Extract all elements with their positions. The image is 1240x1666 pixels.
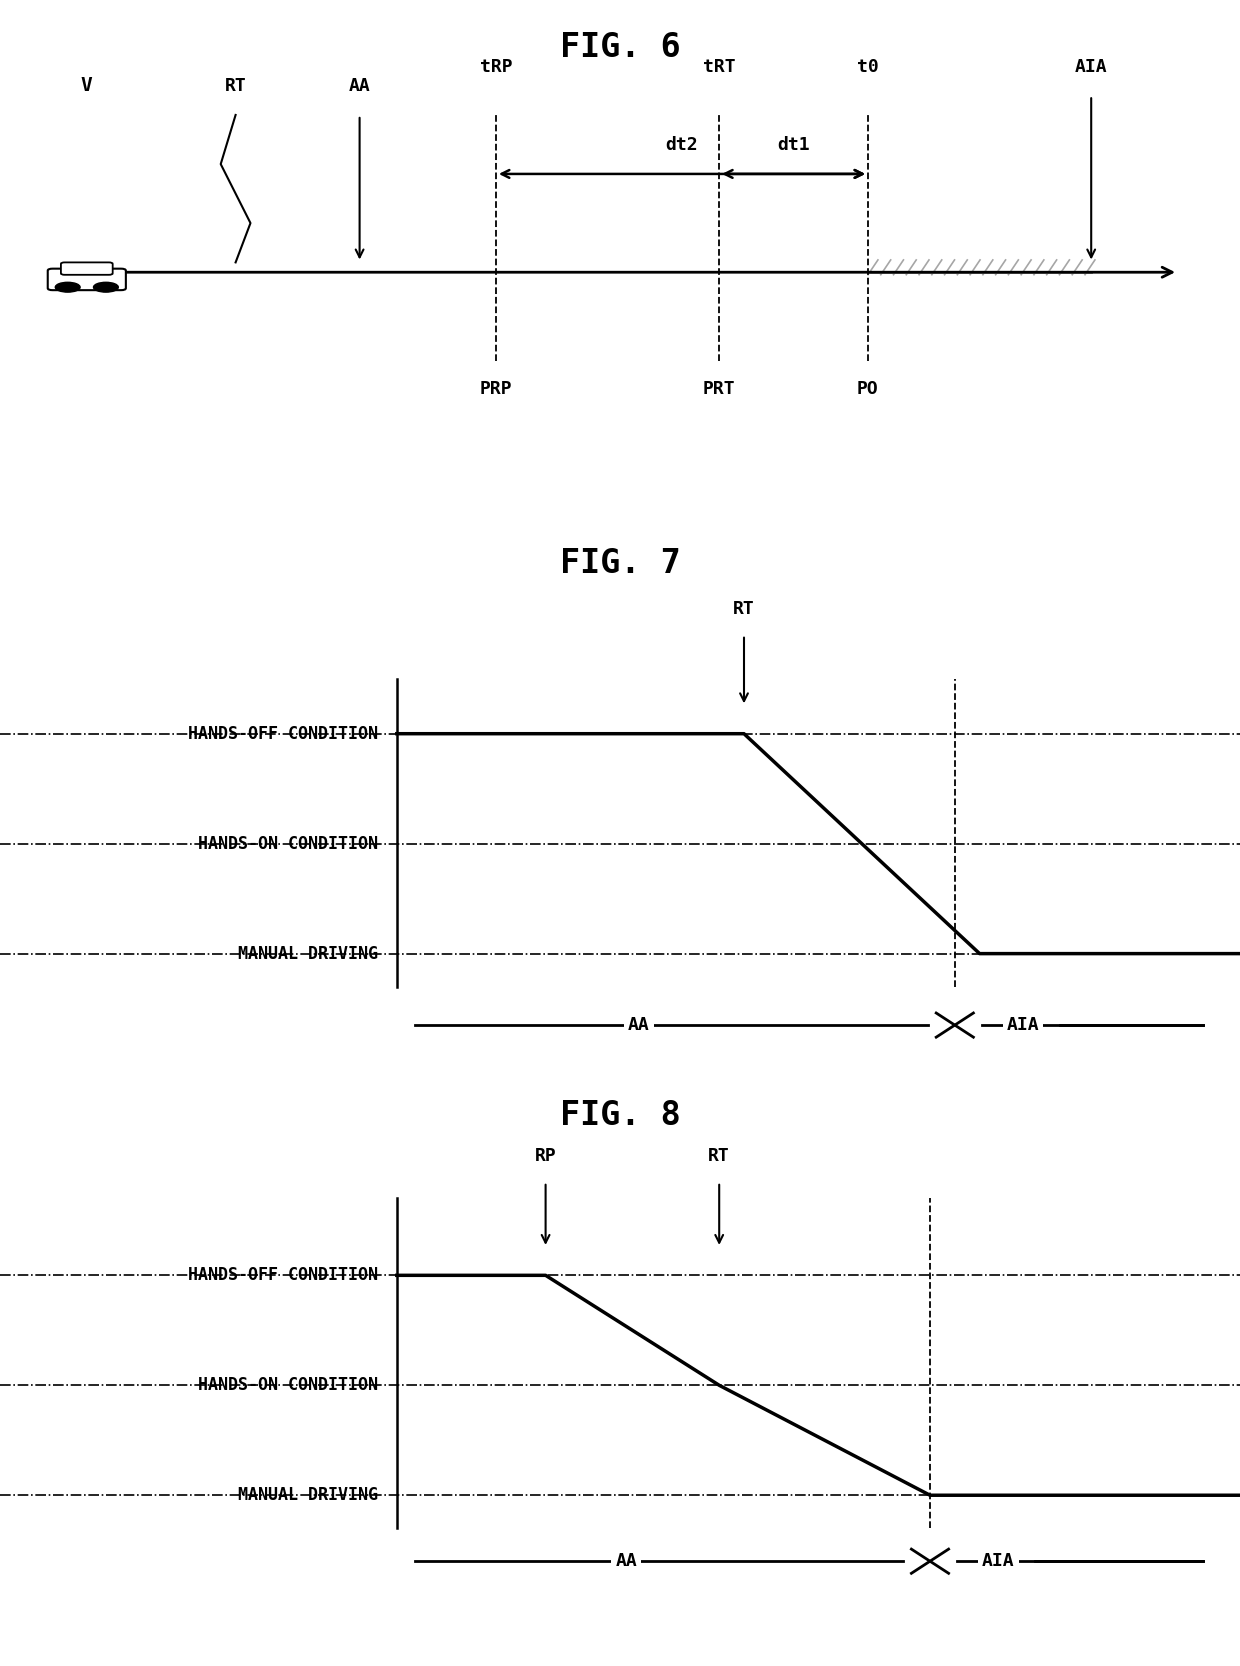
Text: AA: AA [627, 1016, 650, 1035]
Text: HANDS-OFF CONDITION: HANDS-OFF CONDITION [188, 725, 378, 743]
Text: AA: AA [615, 1553, 637, 1571]
Text: PO: PO [857, 380, 879, 398]
FancyBboxPatch shape [48, 268, 126, 290]
Text: V: V [81, 77, 93, 95]
Text: PRP: PRP [480, 380, 512, 398]
Text: RT: RT [733, 600, 755, 618]
Text: tRT: tRT [703, 58, 735, 75]
Text: RT: RT [708, 1148, 730, 1166]
Circle shape [56, 282, 81, 292]
Text: HANDS-OFF CONDITION: HANDS-OFF CONDITION [188, 1266, 378, 1284]
Text: AIA: AIA [982, 1553, 1014, 1571]
Text: RP: RP [534, 1148, 557, 1166]
Text: AIA: AIA [1075, 58, 1107, 75]
Text: FIG. 8: FIG. 8 [559, 1100, 681, 1133]
Text: dt1: dt1 [777, 137, 810, 155]
Text: MANUAL DRIVING: MANUAL DRIVING [238, 1486, 378, 1504]
Text: AA: AA [348, 77, 371, 95]
Text: RT: RT [224, 77, 247, 95]
Text: PRT: PRT [703, 380, 735, 398]
Text: HANDS-ON CONDITION: HANDS-ON CONDITION [198, 835, 378, 853]
Text: HANDS-ON CONDITION: HANDS-ON CONDITION [198, 1376, 378, 1394]
Text: AIA: AIA [1007, 1016, 1039, 1035]
Text: tRP: tRP [480, 58, 512, 75]
Text: dt2: dt2 [666, 137, 698, 155]
FancyBboxPatch shape [61, 263, 113, 275]
Circle shape [93, 282, 118, 292]
Text: FIG. 7: FIG. 7 [559, 546, 681, 580]
Text: t0: t0 [857, 58, 879, 75]
Text: MANUAL DRIVING: MANUAL DRIVING [238, 945, 378, 963]
Text: FIG. 6: FIG. 6 [559, 32, 681, 65]
